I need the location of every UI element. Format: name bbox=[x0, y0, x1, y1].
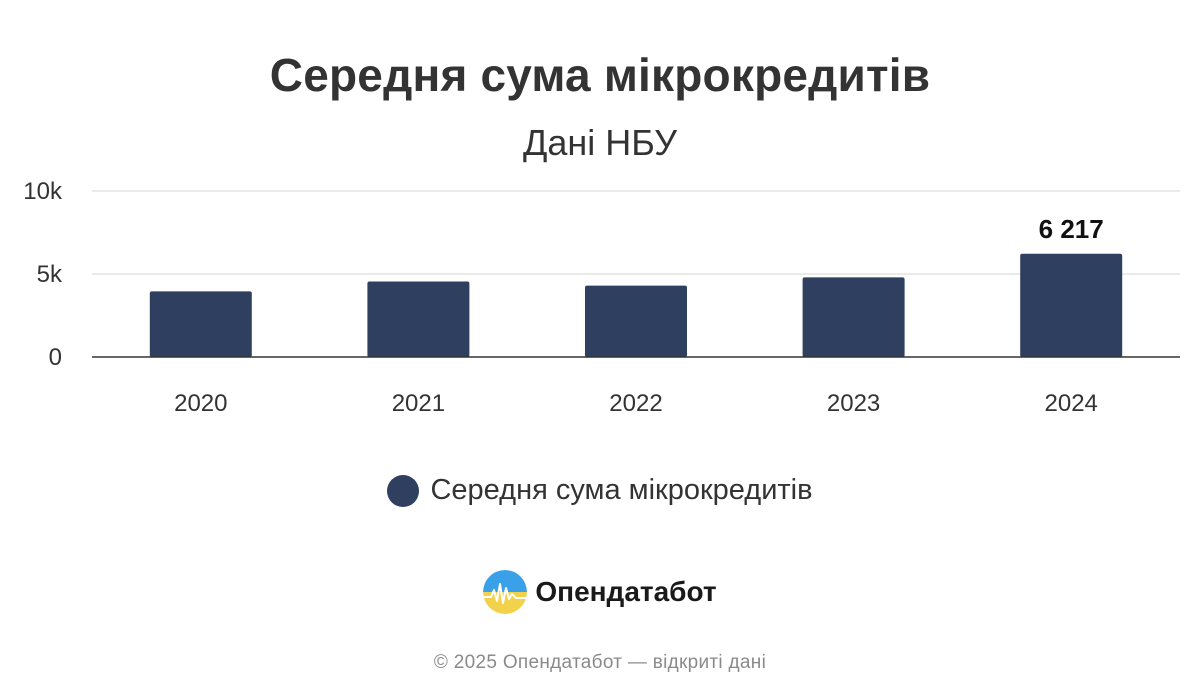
legend-label: Середня сума мікрокредитів bbox=[430, 474, 813, 506]
bar-2024 bbox=[1020, 253, 1123, 357]
chart-title: Середня сума мікрокредитів bbox=[269, 49, 931, 101]
bar-chart: 0 5k 10k 2020 2021 2022 2023 2024 6 217 bbox=[23, 178, 1180, 417]
bar-2022 bbox=[585, 285, 687, 357]
brand: Опендатабот bbox=[0, 570, 1200, 614]
y-tick-label: 0 bbox=[49, 344, 62, 371]
y-tick-label: 5k bbox=[37, 261, 63, 288]
brand-name: Опендатабот bbox=[535, 576, 717, 607]
chart-subtitle: Дані НБУ bbox=[523, 122, 677, 163]
x-tick-label: 2020 bbox=[174, 390, 227, 417]
legend-swatch bbox=[387, 474, 420, 507]
x-tick-label: 2024 bbox=[1045, 390, 1098, 417]
x-tick-label: 2022 bbox=[609, 390, 662, 417]
footer-copyright: © 2025 Опендатабот — відкриті дані bbox=[433, 652, 767, 673]
bar-2021 bbox=[367, 281, 470, 357]
x-tick-label: 2023 bbox=[827, 390, 880, 417]
data-label: 6 217 bbox=[1039, 214, 1104, 244]
x-tick-label: 2021 bbox=[392, 390, 445, 417]
y-tick-label: 10k bbox=[23, 178, 63, 205]
bar-2020 bbox=[149, 291, 252, 357]
opendatabot-logo-icon bbox=[483, 570, 528, 614]
bar-2023 bbox=[802, 277, 905, 357]
legend[interactable]: Середня сума мікрокредитів bbox=[0, 474, 1200, 507]
